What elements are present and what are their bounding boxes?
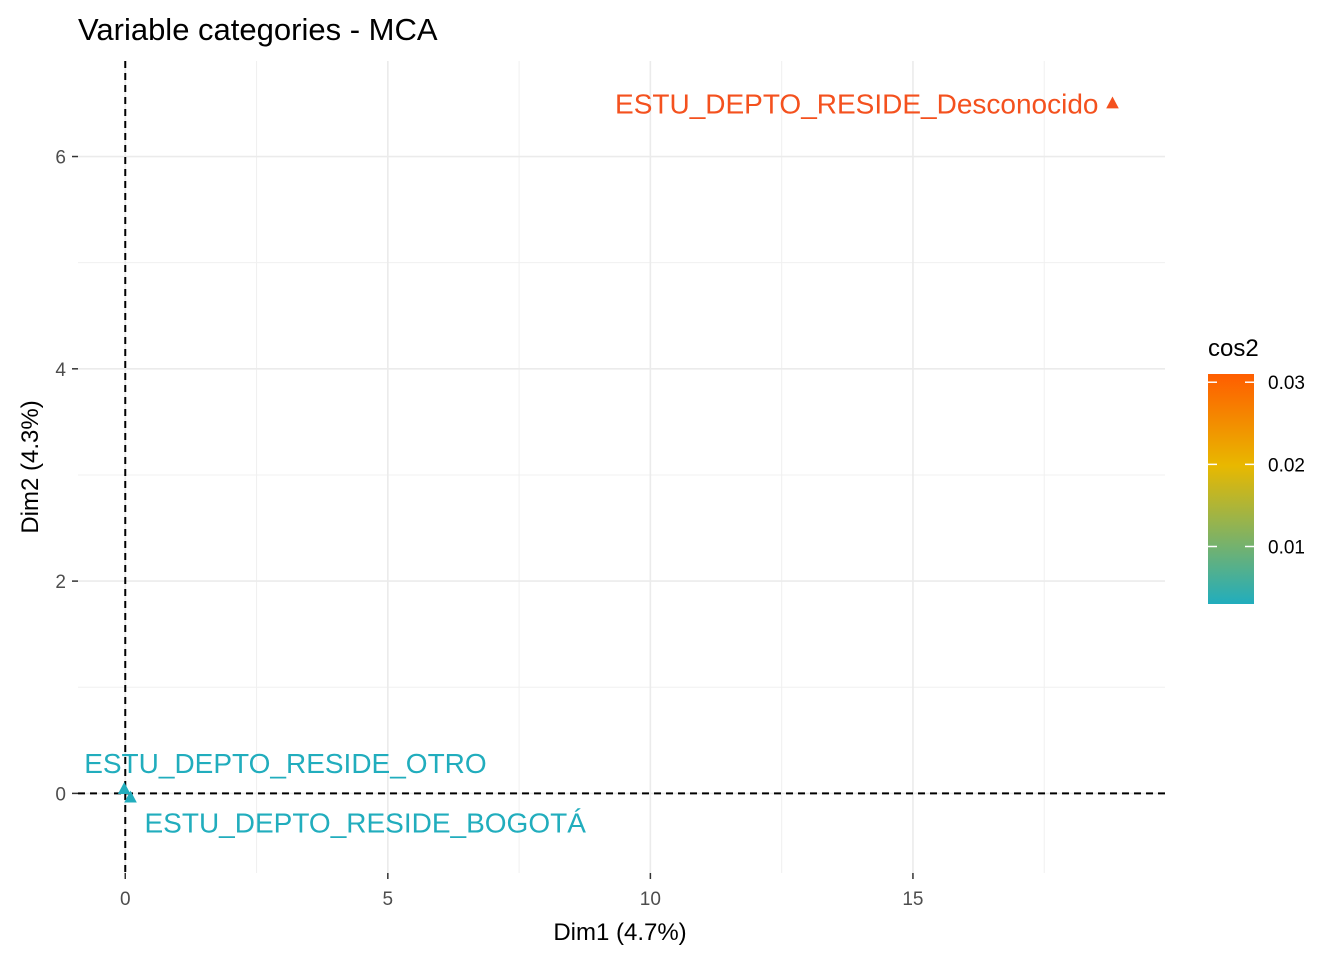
legend-colorbar (1208, 374, 1254, 604)
legend-tick-label: 0.02 (1268, 455, 1305, 476)
legend-tick-label: 0.01 (1268, 538, 1305, 559)
reference-lines (78, 61, 1165, 873)
y-tick-label: 2 (55, 572, 66, 593)
legend-tick-label: 0.03 (1268, 373, 1305, 394)
data-point-marker (1106, 96, 1119, 109)
y-tick-label: 6 (55, 148, 66, 169)
x-tick-label: 0 (120, 889, 131, 910)
x-tick-label: 15 (902, 889, 923, 910)
data-point-marker (117, 782, 131, 795)
x-axis-title: Dim1 (4.7%) (553, 919, 686, 946)
chart-title: Variable categories - MCA (78, 12, 438, 47)
axis-ticks: 0 5 10 15 0 2 4 6 (55, 148, 923, 910)
legend: cos2 0.01 0.02 0.03 (1208, 335, 1305, 604)
data-point-label: ESTU_DEPTO_RESIDE_BOGOTÁ (145, 808, 587, 839)
x-tick-label: 5 (383, 889, 394, 910)
y-axis-title: Dim2 (4.3%) (17, 400, 44, 533)
y-tick-label: 4 (55, 360, 66, 381)
y-tick-label: 0 (55, 784, 66, 805)
x-tick-label: 10 (640, 889, 661, 910)
data-points: ESTU_DEPTO_RESIDE_Desconocido ESTU_DEPTO_… (84, 88, 1119, 839)
data-point-marker (124, 790, 137, 803)
legend-ticks: 0.01 0.02 0.03 (1208, 373, 1305, 559)
legend-title: cos2 (1208, 335, 1259, 362)
data-point-label: ESTU_DEPTO_RESIDE_Desconocido (615, 88, 1098, 119)
data-point-label: ESTU_DEPTO_RESIDE_OTRO (84, 748, 486, 779)
